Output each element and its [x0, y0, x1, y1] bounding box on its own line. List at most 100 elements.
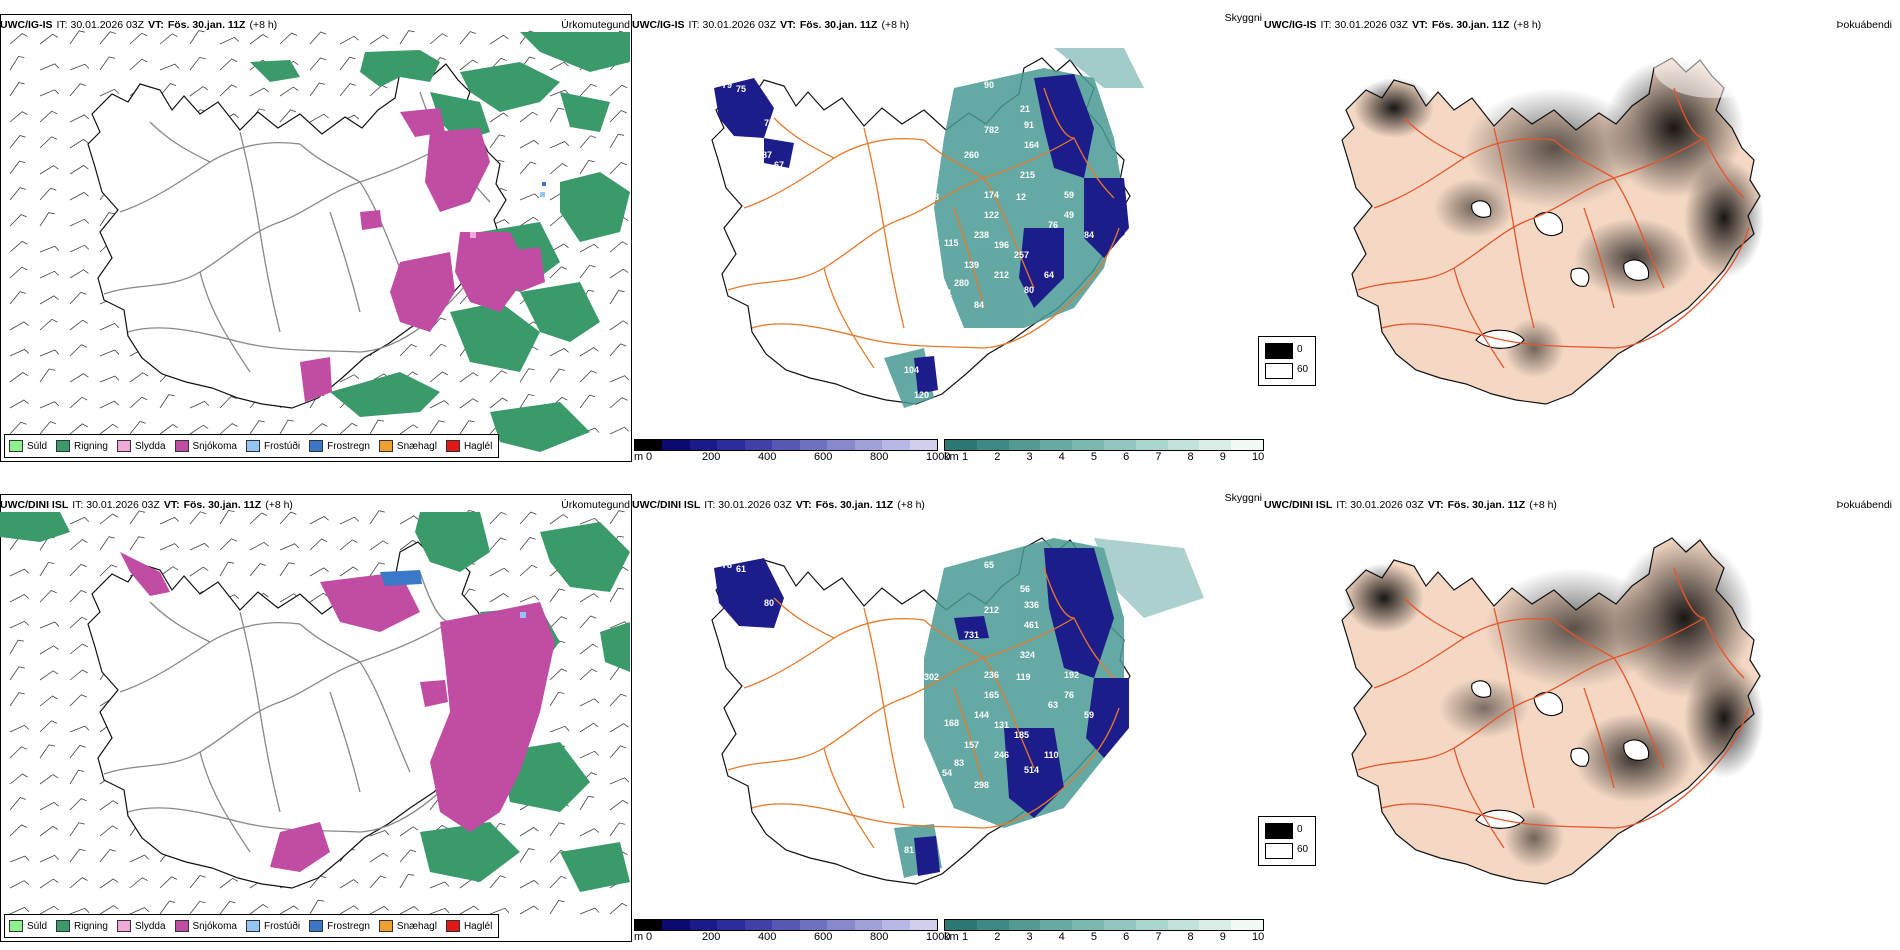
visibility-unit: km	[944, 451, 959, 463]
wind-barb	[99, 56, 116, 71]
wind-barb	[339, 83, 356, 97]
wind-barb	[129, 372, 149, 383]
wind-barb	[339, 516, 360, 525]
wind-barb	[309, 113, 329, 123]
ceiling-value: 84	[1084, 230, 1094, 240]
wind-barb	[9, 773, 28, 785]
init-time: IT: 30.01.2026 03Z	[72, 499, 160, 511]
wind-barb	[9, 906, 30, 915]
wind-barb	[69, 877, 88, 889]
colorbar-tick: 4	[1058, 931, 1065, 943]
colorbar-segment	[1135, 920, 1168, 930]
ceiling-unit: m	[634, 451, 644, 463]
swatch-snow	[174, 440, 189, 452]
wind-barb	[9, 372, 29, 383]
wind-barb	[39, 270, 60, 279]
colorbar-tick: 200	[702, 931, 721, 943]
wind-barb	[339, 539, 358, 551]
colorbar-segment	[827, 440, 855, 450]
wind-barb	[219, 900, 236, 915]
colorbar-tick: 5	[1090, 931, 1097, 943]
ceiling-value: 131	[994, 720, 1009, 730]
panel-title: Úrkomutegund	[561, 499, 630, 511]
wind-barb	[39, 801, 59, 811]
wind-barb	[609, 745, 627, 759]
wind-barb	[69, 63, 90, 71]
wind-barb	[609, 133, 625, 149]
lead-time: (+8 h)	[881, 19, 910, 31]
wind-barb	[519, 848, 535, 863]
colorbar-tick: 600	[814, 931, 833, 943]
wind-barb	[339, 35, 359, 45]
wind-barb	[549, 725, 570, 733]
ceiling-value: 75	[764, 118, 774, 128]
colorbar-segment	[1231, 920, 1263, 930]
colorbar-segment	[772, 920, 800, 930]
model-name: UWC/IG-IS	[1264, 19, 1317, 31]
colorbar-segment	[1008, 440, 1041, 450]
wind-barb	[39, 561, 55, 577]
wind-barb	[519, 139, 539, 149]
wind-barb	[549, 900, 565, 915]
fog-map-row2	[1341, 537, 1764, 885]
wind-barb	[9, 291, 26, 305]
colorbar-segment	[1040, 440, 1073, 450]
wind-barb	[489, 511, 507, 525]
colorbar-tick: 9	[1219, 931, 1226, 943]
legend-item-snow: Snjókoma	[174, 920, 237, 932]
valid-time-label: VT:	[1427, 499, 1444, 511]
wind-barb	[459, 905, 479, 915]
wind-barb	[369, 905, 389, 915]
wind-barb	[39, 421, 57, 435]
wind-barb	[609, 84, 628, 97]
wind-barb	[69, 83, 87, 97]
colorbar-segment	[744, 440, 773, 450]
wind-barb	[609, 397, 628, 409]
wind-barb	[459, 420, 475, 435]
wind-barb	[69, 822, 85, 837]
wind-barb	[39, 318, 58, 331]
wind-barb	[519, 368, 535, 383]
wind-barb	[129, 510, 146, 525]
wind-barb	[99, 825, 118, 837]
wind-barb	[69, 423, 88, 435]
wind-barb	[459, 398, 479, 409]
valid-time: Fös. 30.jan. 11Z	[183, 499, 262, 511]
wind-barb	[9, 135, 26, 149]
legend-item-freezing-rain: Frostregn	[309, 920, 370, 932]
wind-barb	[339, 566, 359, 577]
wind-barb	[39, 349, 60, 357]
colorbar-segment	[1103, 920, 1136, 930]
ceiling-value: 110	[1044, 750, 1059, 760]
wind-barb	[189, 566, 209, 577]
wind-barb	[309, 538, 328, 551]
map-frame	[0, 494, 632, 942]
legend-label: Slydda	[134, 920, 166, 932]
colorbar-tick: 3	[1026, 451, 1033, 463]
wind-barb	[39, 878, 59, 889]
ceiling-value: 115	[944, 238, 959, 248]
wind-barb	[579, 615, 597, 629]
colorbar-segment	[689, 440, 718, 450]
legend-label: Frostregn	[327, 920, 370, 932]
fog-panel-row2: UWC/DINI ISL IT: 30.01.2026 03Z VT: Fös.…	[1258, 494, 1894, 942]
wind-barb	[249, 563, 267, 577]
colorbar-segment	[717, 440, 745, 450]
wind-barb	[69, 590, 87, 603]
ceiling-unit: m	[634, 931, 644, 943]
wind-barb	[219, 395, 237, 409]
swatch-rain	[56, 920, 71, 932]
wind-barb	[429, 371, 448, 383]
wind-barb	[579, 370, 597, 383]
wind-barb	[549, 616, 567, 629]
wind-barb	[219, 58, 238, 71]
colorbar-tick: 800	[870, 931, 889, 943]
wind-barb	[369, 510, 385, 525]
legend-item-hail: Haglél	[445, 440, 492, 452]
wind-barb	[309, 592, 329, 603]
wind-barb	[9, 880, 29, 889]
wind-barb	[429, 881, 450, 889]
colorbar-segment	[689, 920, 718, 930]
ceiling-value: 212	[994, 270, 1009, 280]
colorbar-segment	[945, 440, 977, 450]
